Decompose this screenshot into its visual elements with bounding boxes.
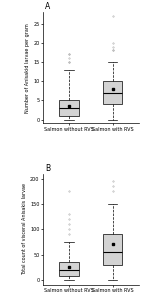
- Text: B: B: [45, 164, 50, 173]
- Y-axis label: Number of Anisakid larvae per gram: Number of Anisakid larvae per gram: [25, 23, 30, 112]
- Text: A: A: [45, 2, 50, 11]
- PathPatch shape: [103, 81, 122, 104]
- PathPatch shape: [59, 100, 79, 116]
- PathPatch shape: [59, 262, 79, 276]
- Y-axis label: Total count of visceral Anisakis larvae: Total count of visceral Anisakis larvae: [22, 183, 27, 275]
- PathPatch shape: [103, 234, 122, 265]
